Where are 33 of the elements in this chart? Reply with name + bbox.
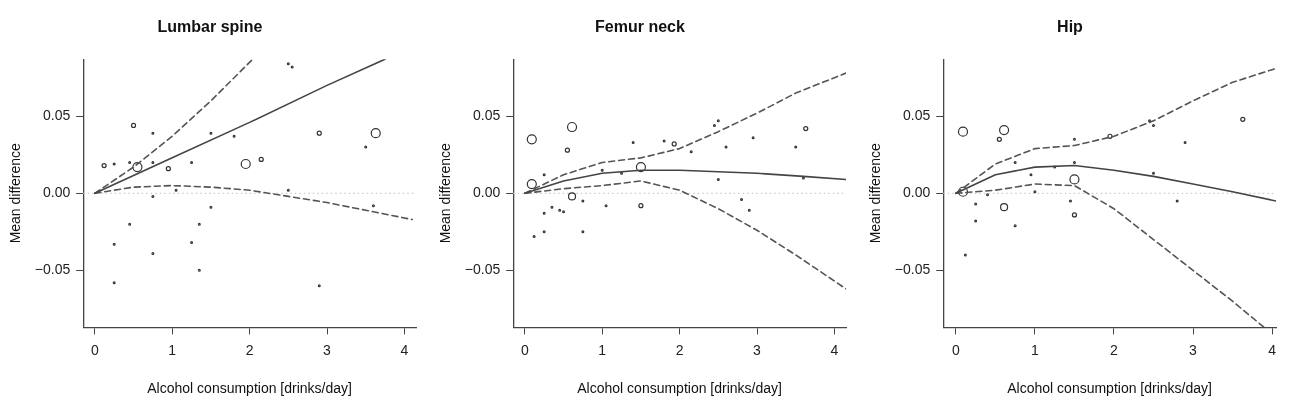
x-tick-label: 3 (753, 341, 762, 358)
x-axis-title: Alcohol consumption [drinks/day] (577, 380, 782, 397)
y-tick-label: 0.05 (472, 107, 501, 124)
x-tick-label: 1 (168, 341, 177, 358)
x-tick-label: 4 (830, 341, 839, 358)
y-tick-label: 0.05 (902, 107, 931, 124)
x-tick-label: 4 (400, 341, 409, 358)
y-axis-title: Mean difference (437, 143, 454, 244)
chart-title: Femur neck (595, 18, 686, 36)
x-tick-label: 3 (1189, 341, 1198, 358)
x-tick-label: 2 (1110, 341, 1119, 358)
y-tick-label: 0.05 (42, 107, 71, 124)
x-tick-label: 3 (323, 341, 332, 358)
y-tick-label: 0.00 (472, 184, 501, 201)
x-tick-label: 2 (245, 341, 254, 358)
x-axis-title: Alcohol consumption [drinks/day] (1007, 380, 1212, 397)
chart-title: Hip (1057, 18, 1084, 36)
x-tick-label: 4 (1268, 341, 1277, 358)
y-tick-label: 0.00 (42, 184, 71, 201)
x-axis-title: Alcohol consumption [drinks/day] (147, 380, 352, 397)
x-tick-label: 0 (951, 341, 960, 358)
y-tick-label: −0.05 (34, 261, 71, 278)
x-tick-label: 2 (675, 341, 684, 358)
y-tick-label: 0.00 (902, 184, 931, 201)
x-tick-label: 0 (520, 341, 529, 358)
y-axis-title: Mean difference (7, 143, 24, 244)
x-tick-label: 0 (90, 341, 99, 358)
x-tick-label: 1 (1031, 341, 1040, 358)
y-tick-label: −0.05 (464, 261, 501, 278)
y-tick-label: −0.05 (894, 261, 931, 278)
y-axis-title: Mean difference (867, 143, 884, 244)
chart-title: Lumbar spine (157, 18, 263, 36)
x-tick-label: 1 (598, 341, 607, 358)
